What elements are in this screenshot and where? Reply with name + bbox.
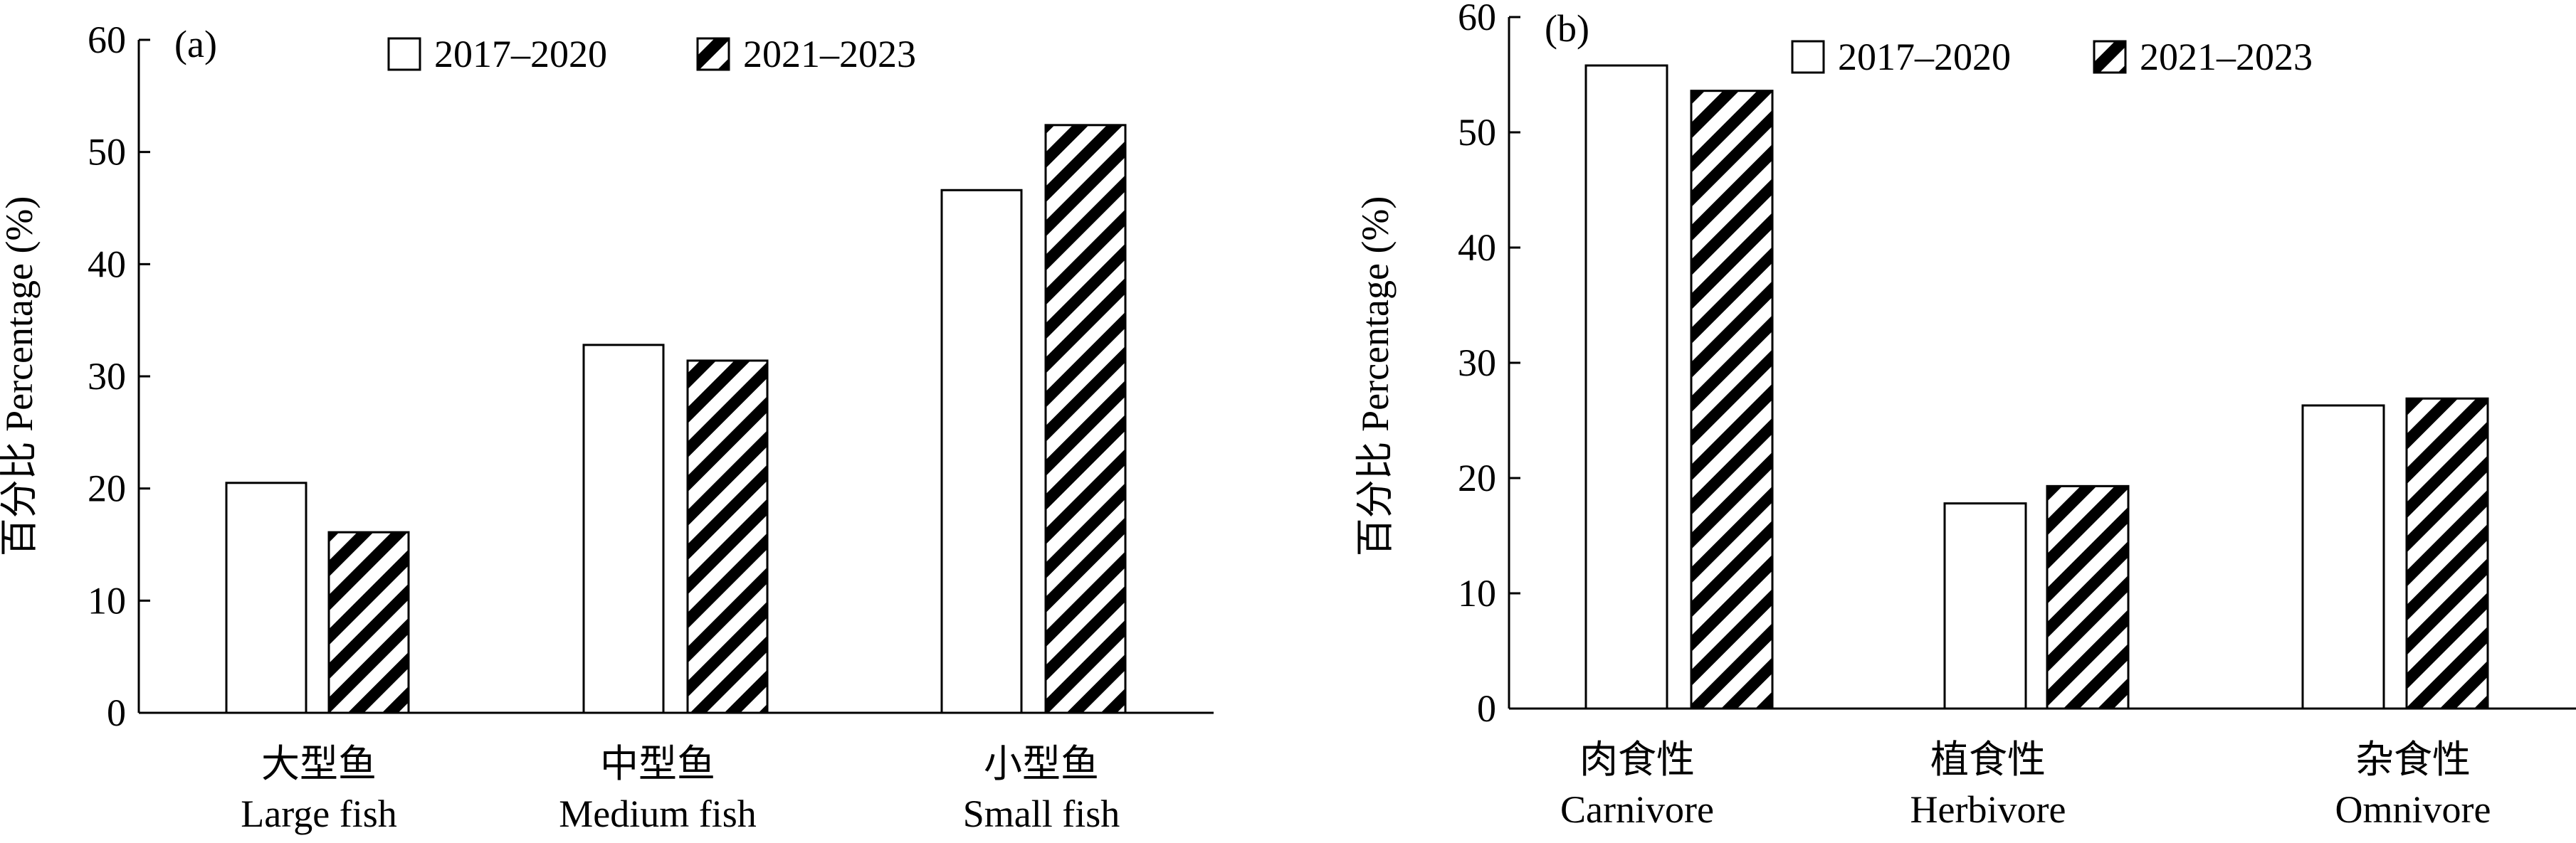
y-tick-label: 10 (1458, 572, 1496, 615)
y-tick-label: 60 (88, 18, 126, 61)
category-label-en: Omnivore (2335, 788, 2491, 831)
legend-label: 2017–2020 (1838, 36, 2011, 78)
category-label-cn: 植食性 (1930, 738, 2046, 781)
bar-series2-small-fish (1044, 124, 1127, 714)
bar-series2-large-fish (327, 531, 410, 714)
chart-panel-a: 0 10 20 30 40 50 60 百分比 Percentage (%) (a) 大型鱼 Lar… (0, 18, 1214, 835)
category-label-en: Medium fish (559, 792, 757, 835)
category-label-cn: 大型鱼 (261, 743, 377, 785)
y-tick-label: 0 (107, 691, 126, 734)
y-axis-label: 百分比 Percentage (%) (1354, 196, 1397, 557)
y-tick-label: 20 (88, 467, 126, 510)
y-tick-label: 0 (1477, 687, 1496, 730)
y-tick-label: 30 (88, 355, 126, 398)
y-tick-label: 20 (1458, 457, 1496, 499)
chart-panel-b: 0 10 20 30 40 50 60 百分比 Percentage (%) (b) 肉食性 Car… (1354, 0, 2576, 831)
bar-series1-small-fish (940, 189, 1023, 714)
category-label-en: Carnivore (1560, 788, 1714, 831)
category-label-cn: 杂食性 (2355, 738, 2471, 781)
category-label-cn: 小型鱼 (984, 743, 1099, 785)
bar-series2-medium-fish (686, 359, 769, 714)
y-tick-label: 30 (1458, 341, 1496, 384)
bar-series1-herbivore (1943, 502, 2027, 710)
legend-swatch (387, 37, 421, 71)
y-tick-label: 10 (88, 579, 126, 622)
bar-series2-carnivore (1690, 90, 1774, 710)
bar-series1-omnivore (2301, 404, 2385, 710)
bar-series1-large-fish (225, 482, 307, 714)
category-label-en: Small fish (963, 792, 1120, 835)
y-tick-label: 50 (88, 131, 126, 174)
category-label-en: Herbivore (1910, 788, 2066, 831)
y-tick-label: 50 (1458, 111, 1496, 154)
legend-label: 2021–2023 (743, 33, 916, 75)
category-label-cn: 肉食性 (1579, 738, 1695, 781)
legend-swatch (696, 37, 730, 71)
category-label-cn: 中型鱼 (600, 743, 715, 785)
bar-series2-omnivore (2405, 397, 2489, 710)
panel-label: (b) (1545, 7, 1589, 50)
panel-label: (a) (174, 23, 217, 65)
y-tick-label: 40 (88, 243, 126, 285)
category-label-en: Large fish (241, 792, 396, 835)
legend-label: 2017–2020 (434, 33, 607, 75)
legend-label: 2021–2023 (2140, 36, 2313, 78)
bar-series2-herbivore (2046, 484, 2130, 710)
legend-swatch (2093, 40, 2127, 74)
bar-series1-carnivore (1584, 64, 1668, 710)
bar-series1-medium-fish (582, 344, 665, 714)
y-tick-label: 40 (1458, 226, 1496, 269)
legend-swatch (1791, 40, 1825, 74)
y-axis-label: 百分比 Percentage (%) (0, 196, 41, 557)
y-tick-label: 60 (1458, 0, 1496, 38)
